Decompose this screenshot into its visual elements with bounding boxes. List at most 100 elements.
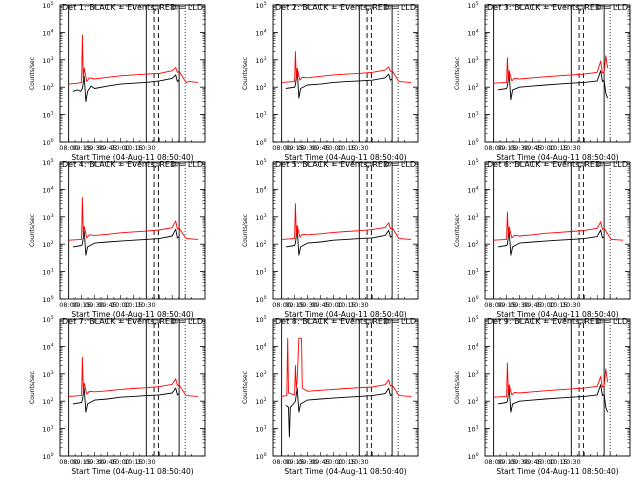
- y-tick-exponent: 1: [476, 268, 479, 274]
- series-line-events: [497, 229, 605, 256]
- x-tick-label: 09:45: [311, 144, 330, 152]
- y-tick-label: 101: [467, 425, 478, 434]
- y-tick-label: 104: [255, 28, 266, 37]
- y-tick-label: 100: [255, 138, 266, 147]
- y-tick-exponent: 2: [476, 83, 479, 89]
- y-tick-exponent: 5: [476, 315, 479, 321]
- y-tick-exponent: 4: [51, 28, 54, 34]
- plot-frame: [484, 161, 631, 300]
- x-tick-label: 08:00: [59, 301, 78, 309]
- y-tick-exponent: 1: [51, 268, 54, 274]
- y-tick-label: 101: [467, 111, 478, 120]
- y-tick-label: 101: [255, 111, 266, 120]
- x-tick-label: 09:30: [510, 144, 529, 152]
- y-tick-label: 104: [255, 185, 266, 194]
- x-tick-label: 08:00: [272, 458, 291, 466]
- y-tick-exponent: 1: [264, 425, 267, 431]
- x-tick-label: 09:15: [497, 144, 516, 152]
- y-tick-label: 102: [255, 83, 266, 92]
- x-axis-label: Start Time (04-Aug-11 08:50:40): [284, 467, 406, 476]
- y-tick-label: 102: [255, 397, 266, 406]
- x-tick-label: 09:15: [285, 144, 304, 152]
- y-tick-label: 103: [255, 56, 266, 65]
- panel-det-1: Det 1: BLACK = Events, RED = LLD Counts/s…: [29, 1, 206, 162]
- panel-title: Det 3: BLACK = Events, RED = LLD: [487, 3, 628, 12]
- y-tick-exponent: 5: [476, 1, 479, 7]
- x-tick-label: 10:15: [337, 144, 356, 152]
- y-axis-label: Counts/sec: [242, 57, 249, 90]
- x-tick-label: 10:15: [549, 301, 568, 309]
- y-tick-label: 101: [255, 268, 266, 277]
- x-tick-label: 09:15: [285, 458, 304, 466]
- x-tick-label: 10:15: [337, 458, 356, 466]
- marker-box: [365, 319, 372, 324]
- x-tick-label: 09:45: [311, 458, 330, 466]
- panel-title: Det 2: BLACK = Events, RED = LLD: [275, 3, 416, 12]
- x-tick-label: 10:30: [562, 301, 581, 309]
- panel-det-9: Det 9: BLACK = Events, RED = LLD Counts/s…: [454, 315, 631, 476]
- x-tick-label: 08:00: [272, 301, 291, 309]
- x-axis-label: Start Time (04-Aug-11 08:50:40): [496, 467, 618, 476]
- x-tick-label: 10:00: [111, 458, 130, 466]
- y-tick-exponent: 4: [51, 342, 54, 348]
- y-axis-label: Counts/sec: [242, 371, 249, 404]
- series-line-lld: [68, 197, 199, 241]
- x-tick-label: 09:15: [285, 301, 304, 309]
- x-axis-label: Start Time (04-Aug-11 08:50:40): [71, 153, 193, 162]
- x-tick-label: 09:15: [72, 301, 91, 309]
- x-tick-label: 10:15: [549, 458, 568, 466]
- y-tick-exponent: 4: [51, 185, 54, 191]
- plot-frame: [59, 318, 206, 457]
- y-tick-label: 104: [467, 342, 478, 351]
- x-tick-label: 08:00: [59, 458, 78, 466]
- y-tick-exponent: 0: [51, 138, 54, 144]
- y-tick-label: 102: [467, 397, 478, 406]
- x-tick-label: 08:00: [272, 144, 291, 152]
- panel-det-4: Det 4: BLACK = Events, RED = LLD Counts/s…: [29, 158, 206, 319]
- y-tick-label: 100: [467, 138, 478, 147]
- x-axis-label: Start Time (04-Aug-11 08:50:40): [496, 310, 618, 319]
- y-tick-label: 105: [255, 158, 266, 167]
- marker-box: [172, 319, 178, 324]
- y-tick-label: 103: [467, 370, 478, 379]
- panel-title: Det 9: BLACK = Events, RED = LLD: [487, 317, 628, 326]
- y-tick-label: 101: [42, 111, 53, 120]
- y-tick-exponent: 4: [476, 185, 479, 191]
- y-tick-label: 103: [42, 370, 53, 379]
- marker-box: [365, 162, 372, 167]
- y-tick-label: 104: [467, 185, 478, 194]
- series-line-events: [285, 228, 393, 256]
- marker-box: [385, 162, 391, 167]
- x-tick-label: 10:30: [350, 458, 369, 466]
- y-tick-exponent: 3: [51, 370, 54, 376]
- y-axis-label: Counts/sec: [29, 57, 36, 90]
- y-tick-exponent: 2: [476, 397, 479, 403]
- x-tick-label: 10:15: [549, 144, 568, 152]
- y-tick-label: 101: [42, 425, 53, 434]
- y-tick-label: 102: [42, 83, 53, 92]
- series-line-events: [285, 387, 393, 438]
- y-tick-exponent: 0: [264, 138, 267, 144]
- y-tick-label: 102: [42, 397, 53, 406]
- panel-title: Det 7: BLACK = Events, RED = LLD: [62, 317, 203, 326]
- marker-box: [152, 162, 159, 167]
- y-tick-exponent: 1: [51, 111, 54, 117]
- marker-box: [577, 5, 584, 10]
- y-axis-label: Counts/sec: [29, 371, 36, 404]
- y-tick-label: 104: [467, 28, 478, 37]
- plot-frame: [484, 318, 631, 457]
- series-line-lld: [281, 337, 412, 397]
- x-tick-label: 10:30: [137, 458, 156, 466]
- y-tick-label: 103: [42, 56, 53, 65]
- marker-box: [597, 5, 603, 10]
- x-tick-label: 10:00: [324, 458, 343, 466]
- y-tick-label: 104: [42, 342, 53, 351]
- y-tick-exponent: 0: [476, 138, 479, 144]
- x-tick-label: 09:30: [85, 301, 104, 309]
- x-tick-label: 09:30: [510, 458, 529, 466]
- y-tick-label: 103: [255, 213, 266, 222]
- plot-frame: [59, 161, 206, 300]
- y-tick-exponent: 2: [51, 240, 54, 246]
- x-tick-label: 10:00: [324, 144, 343, 152]
- plot-frame: [484, 4, 631, 143]
